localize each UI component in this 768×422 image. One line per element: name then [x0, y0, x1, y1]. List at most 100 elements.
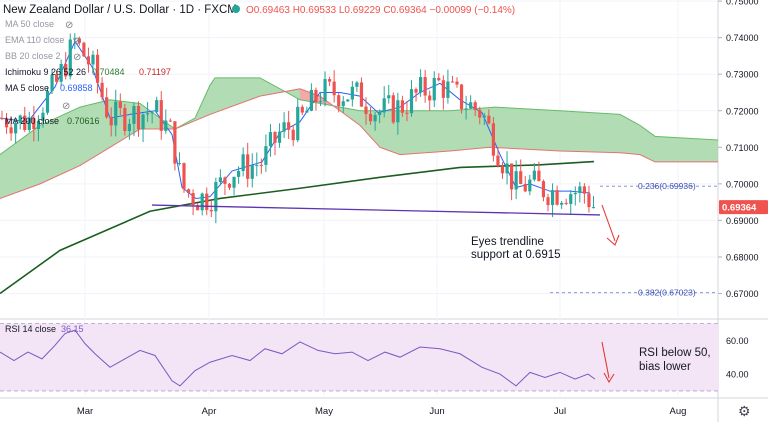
candle-body-up	[532, 170, 536, 180]
candle-body-up	[387, 95, 391, 99]
candle-body-up	[309, 89, 313, 111]
indicator-label[interactable]: BB 20 close 2	[5, 51, 61, 61]
candle-body-down	[182, 163, 186, 190]
candle-body-down	[496, 155, 500, 167]
rsi-band-fill	[0, 323, 718, 391]
fib-level-label: 0.236(0.69936)	[638, 181, 696, 191]
indicator-label[interactable]: Ichimoku 9 26 52 26	[5, 67, 86, 77]
candles	[0, 33, 596, 224]
candle-body-up	[464, 108, 468, 110]
down-arrow-head	[606, 234, 620, 246]
candle-body-down	[519, 171, 523, 184]
rsi-annotation-text: bias lower	[639, 361, 691, 373]
candle-body-up	[569, 194, 573, 204]
candle-body-down	[123, 108, 127, 132]
candle-body-down	[555, 190, 559, 205]
cloud-segment-bullish	[215, 77, 260, 113]
rsi-line	[0, 329, 596, 387]
candle-body-down	[82, 42, 86, 57]
cloud-segment-bullish	[495, 107, 560, 151]
rsi-legend: RSI 14 close 36.15	[5, 324, 84, 334]
gear-icon[interactable]: ⚙	[738, 403, 751, 419]
candle-body-up	[45, 90, 50, 113]
candle-body-down	[582, 186, 586, 194]
candle-body-up	[91, 54, 95, 65]
candle-body-down	[109, 117, 113, 126]
rsi-label[interactable]: RSI 14 close	[5, 324, 56, 334]
eye-hidden-icon[interactable]: ⊘	[73, 36, 81, 47]
candle-body-up	[127, 123, 131, 132]
candle-body-up	[241, 154, 245, 172]
time-tick-label: Apr	[202, 406, 217, 417]
candle-body-down	[437, 77, 441, 81]
candle-body-down	[77, 38, 81, 43]
indicator-legend: MA 50 close ⊘EMA 110 close ⊘BB 20 close 2 ⊘…	[5, 19, 171, 126]
candle-body-down	[414, 89, 418, 93]
support-trendline[interactable]	[151, 204, 601, 216]
candle-body-down	[364, 106, 368, 114]
candle-body-up	[255, 164, 259, 166]
chart-header: New Zealand Dollar / U.S. Dollar · 1D · …	[3, 4, 515, 16]
candle-body-up	[155, 100, 159, 113]
candle-body-down	[450, 81, 455, 83]
candle-body-down	[95, 54, 100, 83]
rsi-tick-label: 40.00	[726, 370, 749, 380]
time-tick-label: Jul	[554, 406, 566, 417]
cloud-segment-bullish	[0, 125, 40, 199]
cloud-segment-bullish	[400, 110, 450, 155]
candle-body-up	[318, 101, 323, 103]
eye-hidden-icon[interactable]: ⊘	[65, 20, 73, 31]
indicator-label[interactable]: EMA 110 close	[5, 35, 64, 45]
candle-body-down	[55, 74, 59, 82]
candle-body-down	[391, 95, 395, 123]
candle-body-down	[400, 100, 404, 113]
candle-body-down	[168, 120, 172, 122]
price-tick-label: 0.73000	[726, 70, 759, 80]
time-axis[interactable]: Mar Apr May Jun Jul Aug	[77, 406, 687, 417]
indicator-label[interactable]: MA 50 close	[5, 19, 54, 29]
candle-body-down	[118, 101, 122, 109]
market-status-icon	[232, 5, 240, 13]
candle-body-down	[86, 56, 91, 65]
rsi-value: 36.15	[61, 324, 84, 334]
candle-body-up	[114, 101, 118, 126]
candle-body-down	[337, 95, 341, 107]
candle-body-up	[305, 110, 309, 113]
symbol-title[interactable]: New Zealand Dollar / U.S. Dollar · 1D · …	[3, 4, 237, 16]
cloud-segment-bullish	[340, 107, 360, 126]
rsi-down-arrow-head	[603, 372, 615, 384]
price-axis[interactable]: 0.75000 0.74000 0.73000 0.72000 0.71000 0.700…	[718, 0, 768, 380]
candle-body-down	[273, 132, 277, 143]
eye-hidden-icon[interactable]: ⊘	[73, 52, 81, 63]
cloud-segment-bullish	[655, 136, 718, 162]
candle-body-down	[500, 166, 505, 174]
candle-body-up	[218, 177, 222, 182]
candle-body-up	[264, 146, 268, 165]
candle-body-down	[191, 193, 195, 206]
indicator-label[interactable]: MA 200 close	[5, 116, 59, 126]
candle-body-up	[27, 118, 31, 131]
candle-body-up	[469, 102, 473, 109]
candle-body-up	[482, 115, 486, 118]
candle-body-up	[355, 82, 359, 87]
indicator-label[interactable]: MA 5 close	[5, 83, 49, 93]
price-tick-label: 0.72000	[726, 106, 759, 116]
candle-body-down	[173, 121, 177, 164]
candle-body-up	[73, 38, 77, 40]
candle-body-up	[528, 179, 532, 192]
candle-body-down	[196, 205, 200, 211]
rsi-tick-label: 60.00	[726, 336, 749, 346]
candle-body-up	[59, 63, 63, 82]
candle-body-up	[268, 132, 273, 147]
candle-body-down	[473, 102, 477, 110]
candle-body-up	[578, 186, 582, 193]
price-tick-label: 0.75000	[726, 0, 759, 7]
candle-body-up	[373, 115, 377, 122]
eye-hidden-icon[interactable]: ⊘	[62, 101, 70, 112]
candle-body-up	[250, 164, 254, 179]
candle-body-up	[346, 99, 350, 102]
candle-body-up	[323, 79, 327, 102]
candle-body-down	[510, 163, 514, 190]
candle-body-up	[350, 86, 354, 100]
